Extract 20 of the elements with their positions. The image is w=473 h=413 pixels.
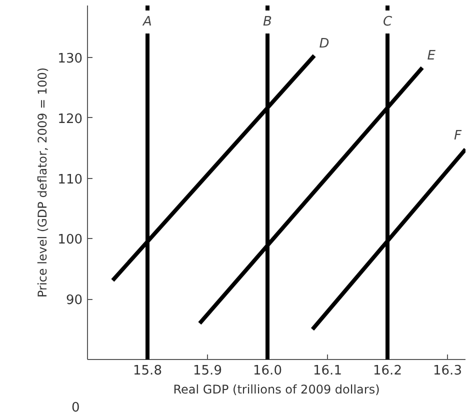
y-tick-label: 130: [58, 51, 83, 66]
x-tick-label: 16.2: [373, 364, 402, 378]
y-axis-title: Price level (GDP deflator, 2009 = 100): [36, 67, 50, 298]
x-tick-label: 15.9: [193, 364, 222, 378]
series-label: F: [454, 128, 462, 144]
text: 0: [72, 400, 80, 413]
ref-line-label: A: [142, 14, 152, 30]
x-tick-label: 16.1: [313, 364, 342, 378]
y-tick-label: 110: [58, 172, 83, 188]
x-axis-title: Real GDP (trillions of 2009 dollars): [173, 382, 380, 396]
series-label: D: [319, 36, 330, 52]
y-tick-label: 90: [66, 293, 83, 308]
x-tick-label: 16.3: [433, 364, 462, 378]
ref-line-label: C: [382, 14, 393, 30]
y-tick-label: 120: [58, 112, 83, 127]
x-tick-label: 15.8: [133, 364, 162, 378]
series-label: E: [427, 48, 436, 64]
ref-line-label: B: [263, 14, 272, 30]
x-tick-label: 16.0: [253, 364, 282, 378]
y-tick-label: 100: [58, 232, 83, 248]
